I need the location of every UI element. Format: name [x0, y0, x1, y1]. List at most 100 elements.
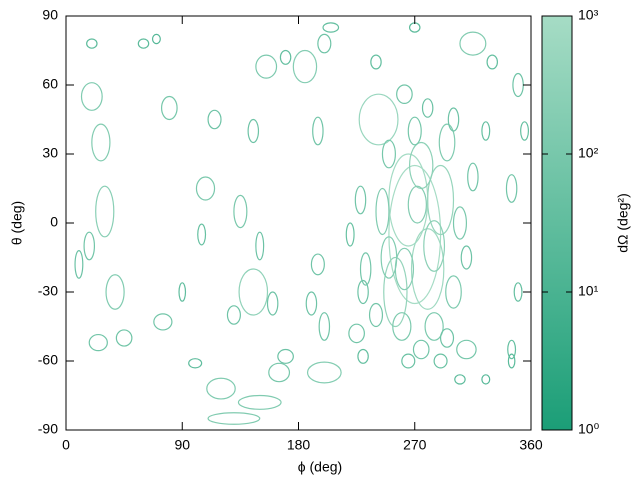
ellipse [318, 312, 331, 341]
ellipse [206, 377, 236, 400]
ellipse [392, 312, 412, 341]
y-tick-label: 0 [50, 214, 58, 230]
ellipse [467, 162, 479, 192]
ellipse [312, 116, 324, 146]
ellipse [86, 38, 98, 49]
ellipse [178, 282, 187, 302]
ellipse [520, 121, 530, 141]
colorbar-tick-label: 10⁰ [578, 421, 600, 437]
x-tick-label: 180 [287, 437, 311, 453]
ellipse [151, 33, 161, 45]
colorbar [541, 15, 573, 431]
ellipse [357, 348, 369, 364]
ellipse [459, 31, 487, 56]
x-tick-label: 360 [519, 437, 543, 453]
ellipse [507, 339, 517, 360]
ellipse [456, 339, 477, 360]
colorbar-tick-label: 10² [578, 145, 599, 161]
ellipse [160, 95, 178, 121]
ellipse [207, 412, 261, 425]
ellipse [238, 268, 269, 316]
ellipse [481, 121, 491, 141]
y-axis-label: θ (deg) [9, 201, 25, 245]
ellipse [277, 348, 294, 364]
ellipse [95, 185, 115, 238]
ellipse [357, 279, 369, 305]
ellipse [427, 164, 455, 236]
ellipse [368, 302, 384, 328]
ellipse [447, 107, 460, 132]
ellipse [88, 333, 108, 352]
ellipse [481, 374, 491, 385]
ellipse [439, 328, 455, 348]
ellipse [292, 49, 318, 84]
ellipse [188, 358, 203, 369]
y-tick-label: 60 [42, 76, 58, 92]
x-tick-label: 0 [62, 437, 70, 453]
ellipse [306, 361, 342, 384]
ellipse [322, 22, 340, 33]
ellipse [423, 220, 446, 272]
ellipse [137, 38, 150, 49]
ellipse [505, 174, 518, 203]
ellipse [255, 54, 278, 79]
ellipse [421, 98, 434, 118]
colorbar-tick-label: 10¹ [578, 283, 599, 299]
ellipse [115, 329, 133, 347]
ellipse [454, 374, 466, 385]
ellipse [354, 185, 367, 215]
y-tick-label: 90 [42, 7, 58, 23]
ellipse [424, 312, 444, 341]
ellipse [317, 33, 332, 54]
ellipse [359, 252, 372, 286]
ellipse [445, 275, 462, 309]
y-tick-label: -30 [38, 283, 58, 299]
ellipse [195, 176, 216, 201]
ellipse [452, 206, 468, 240]
ellipse [381, 139, 396, 169]
ellipse [310, 253, 325, 276]
ellipse [237, 394, 282, 410]
ellipse [396, 84, 413, 104]
ellipse [153, 313, 173, 331]
ellipse [268, 362, 291, 383]
ellipse [433, 353, 448, 369]
ellipse [407, 185, 427, 224]
x-tick-label: 270 [403, 437, 427, 453]
ellipse [305, 291, 318, 316]
x-axis-label: ϕ (deg) [298, 459, 342, 475]
ellipse [370, 54, 382, 70]
y-tick-label: -90 [38, 421, 58, 437]
y-tick-label: -60 [38, 352, 58, 368]
ellipse [358, 93, 399, 146]
ellipse [83, 231, 96, 261]
ellipse [105, 274, 125, 310]
ellipse [207, 109, 222, 130]
y-tick-label: 30 [42, 145, 58, 161]
colorbar-label: dΩ (deg²) [615, 193, 631, 253]
ellipse [197, 223, 207, 246]
ellipse [507, 353, 516, 369]
ellipse [255, 231, 265, 261]
ellipses [74, 22, 530, 425]
ellipse [438, 123, 456, 162]
ellipse [407, 116, 422, 146]
ellipse [247, 118, 260, 144]
ellipse [348, 323, 365, 344]
ellipse [80, 82, 103, 111]
ellipse [226, 305, 241, 325]
ellipse [394, 247, 415, 291]
ellipse [410, 228, 445, 310]
ellipse [91, 123, 111, 162]
x-tick-label: 90 [174, 437, 190, 453]
ellipse [345, 222, 355, 247]
ellipse [486, 54, 499, 70]
ellipse [74, 249, 84, 279]
ellipse [383, 256, 408, 328]
ellipse [513, 282, 523, 302]
ellipse [375, 187, 390, 236]
ellipse [233, 194, 248, 229]
ellipse [412, 339, 430, 360]
